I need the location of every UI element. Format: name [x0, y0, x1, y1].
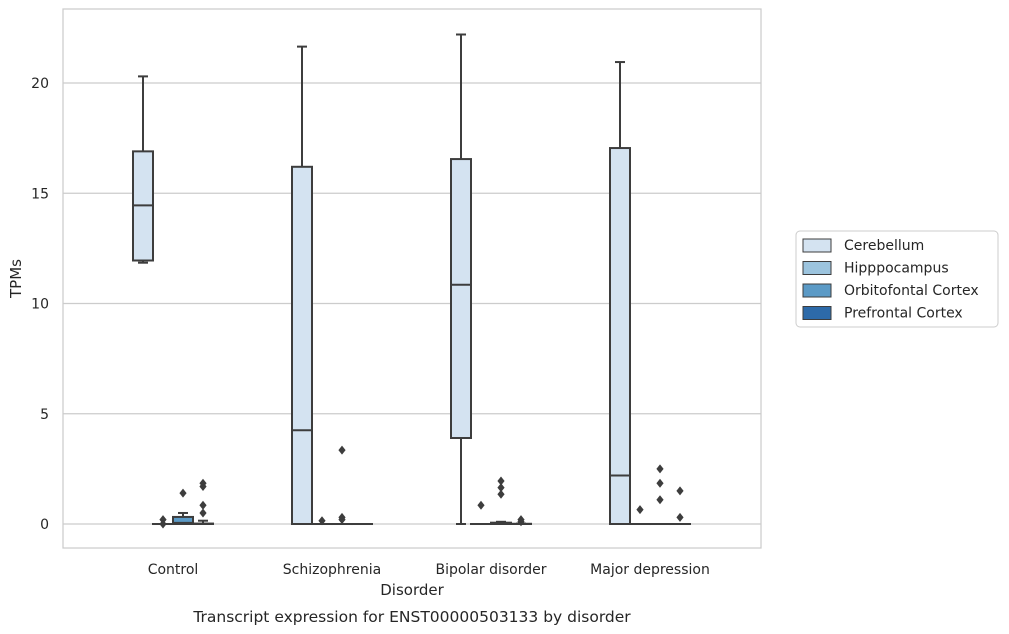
plot-frame: [62, 8, 762, 549]
chart-caption: Transcript expression for ENST0000050313…: [192, 608, 631, 626]
x-tick-label: Control: [148, 562, 199, 578]
y-axis-label: TPMs: [7, 259, 25, 299]
y-tick-label: 5: [40, 407, 49, 423]
box-body: [172, 515, 194, 525]
y-tick-label: 10: [31, 297, 49, 313]
y-tick-label: 20: [31, 76, 49, 92]
box: [629, 505, 651, 526]
x-tick-label: Schizophrenia: [283, 562, 381, 578]
box: [470, 500, 492, 526]
outlier-point: [656, 464, 664, 474]
outlier-point: [199, 500, 207, 510]
y-tick-label: 0: [40, 517, 49, 533]
box: [311, 516, 333, 526]
y-tick-label: 15: [31, 186, 49, 202]
outlier-point: [497, 483, 505, 493]
legend-swatch: [802, 261, 832, 275]
outlier-point: [199, 508, 207, 518]
box: [609, 61, 631, 526]
legend-entry: Prefrontal Cortex: [802, 306, 963, 322]
outlier-point: [497, 489, 505, 499]
box: [649, 464, 671, 526]
outlier-point: [338, 445, 346, 455]
outlier-point: [497, 476, 505, 486]
legend-label: Prefrontal Cortex: [844, 306, 963, 322]
box: [172, 488, 194, 525]
legend-label: Cerebellum: [844, 238, 924, 254]
legend-swatch: [802, 306, 832, 320]
box-body: [291, 165, 313, 525]
box: [331, 445, 353, 526]
box: [490, 476, 512, 526]
x-tick-label: Major depression: [590, 562, 710, 578]
box: [132, 75, 154, 264]
box-series: [132, 33, 691, 529]
series-orbitofontal-cortex: [172, 445, 671, 526]
box: [152, 515, 174, 529]
series-prefrontal-cortex: [192, 478, 691, 527]
outlier-point: [676, 486, 684, 496]
box: [450, 33, 472, 525]
legend-label: Orbitofontal Cortex: [844, 283, 979, 299]
x-axis-label: Disorder: [380, 581, 444, 599]
x-tick-labels: Control Schizophrenia Bipolar disorder Majo…: [148, 562, 710, 578]
legend-entry: Cerebellum: [802, 238, 924, 254]
x-tick-label: Bipolar disorder: [435, 562, 546, 578]
box: [291, 45, 313, 525]
outlier-point: [636, 505, 644, 515]
box-body: [609, 147, 631, 526]
y-tick-labels: 0 5 10 15 20: [31, 76, 49, 533]
legend-entry: Hipppocampus: [802, 261, 949, 277]
series-cerebellum: [132, 33, 631, 526]
legend-swatch: [802, 283, 832, 298]
grid-lines: [63, 82, 761, 525]
outlier-point: [159, 519, 167, 529]
outlier-point: [477, 500, 485, 510]
legend-label: Hipppocampus: [844, 261, 949, 277]
box: [510, 515, 532, 527]
legend-frame: [795, 230, 999, 328]
box: [192, 478, 214, 526]
outlier-point: [318, 516, 326, 526]
outlier-point: [517, 517, 525, 527]
outlier-point: [199, 482, 207, 492]
outlier-point: [656, 478, 664, 488]
legend: Cerebellum Hipppocampus Orbitofontal Corte…: [795, 230, 999, 328]
box-body: [450, 158, 472, 440]
outlier-point: [179, 488, 187, 498]
outlier-point: [676, 512, 684, 522]
outlier-point: [656, 495, 664, 505]
box: [669, 486, 691, 526]
legend-entry: Orbitofontal Cortex: [802, 283, 979, 299]
series-hipppocampus: [152, 500, 651, 529]
legend-swatch: [802, 238, 832, 253]
outlier-point: [338, 515, 346, 525]
